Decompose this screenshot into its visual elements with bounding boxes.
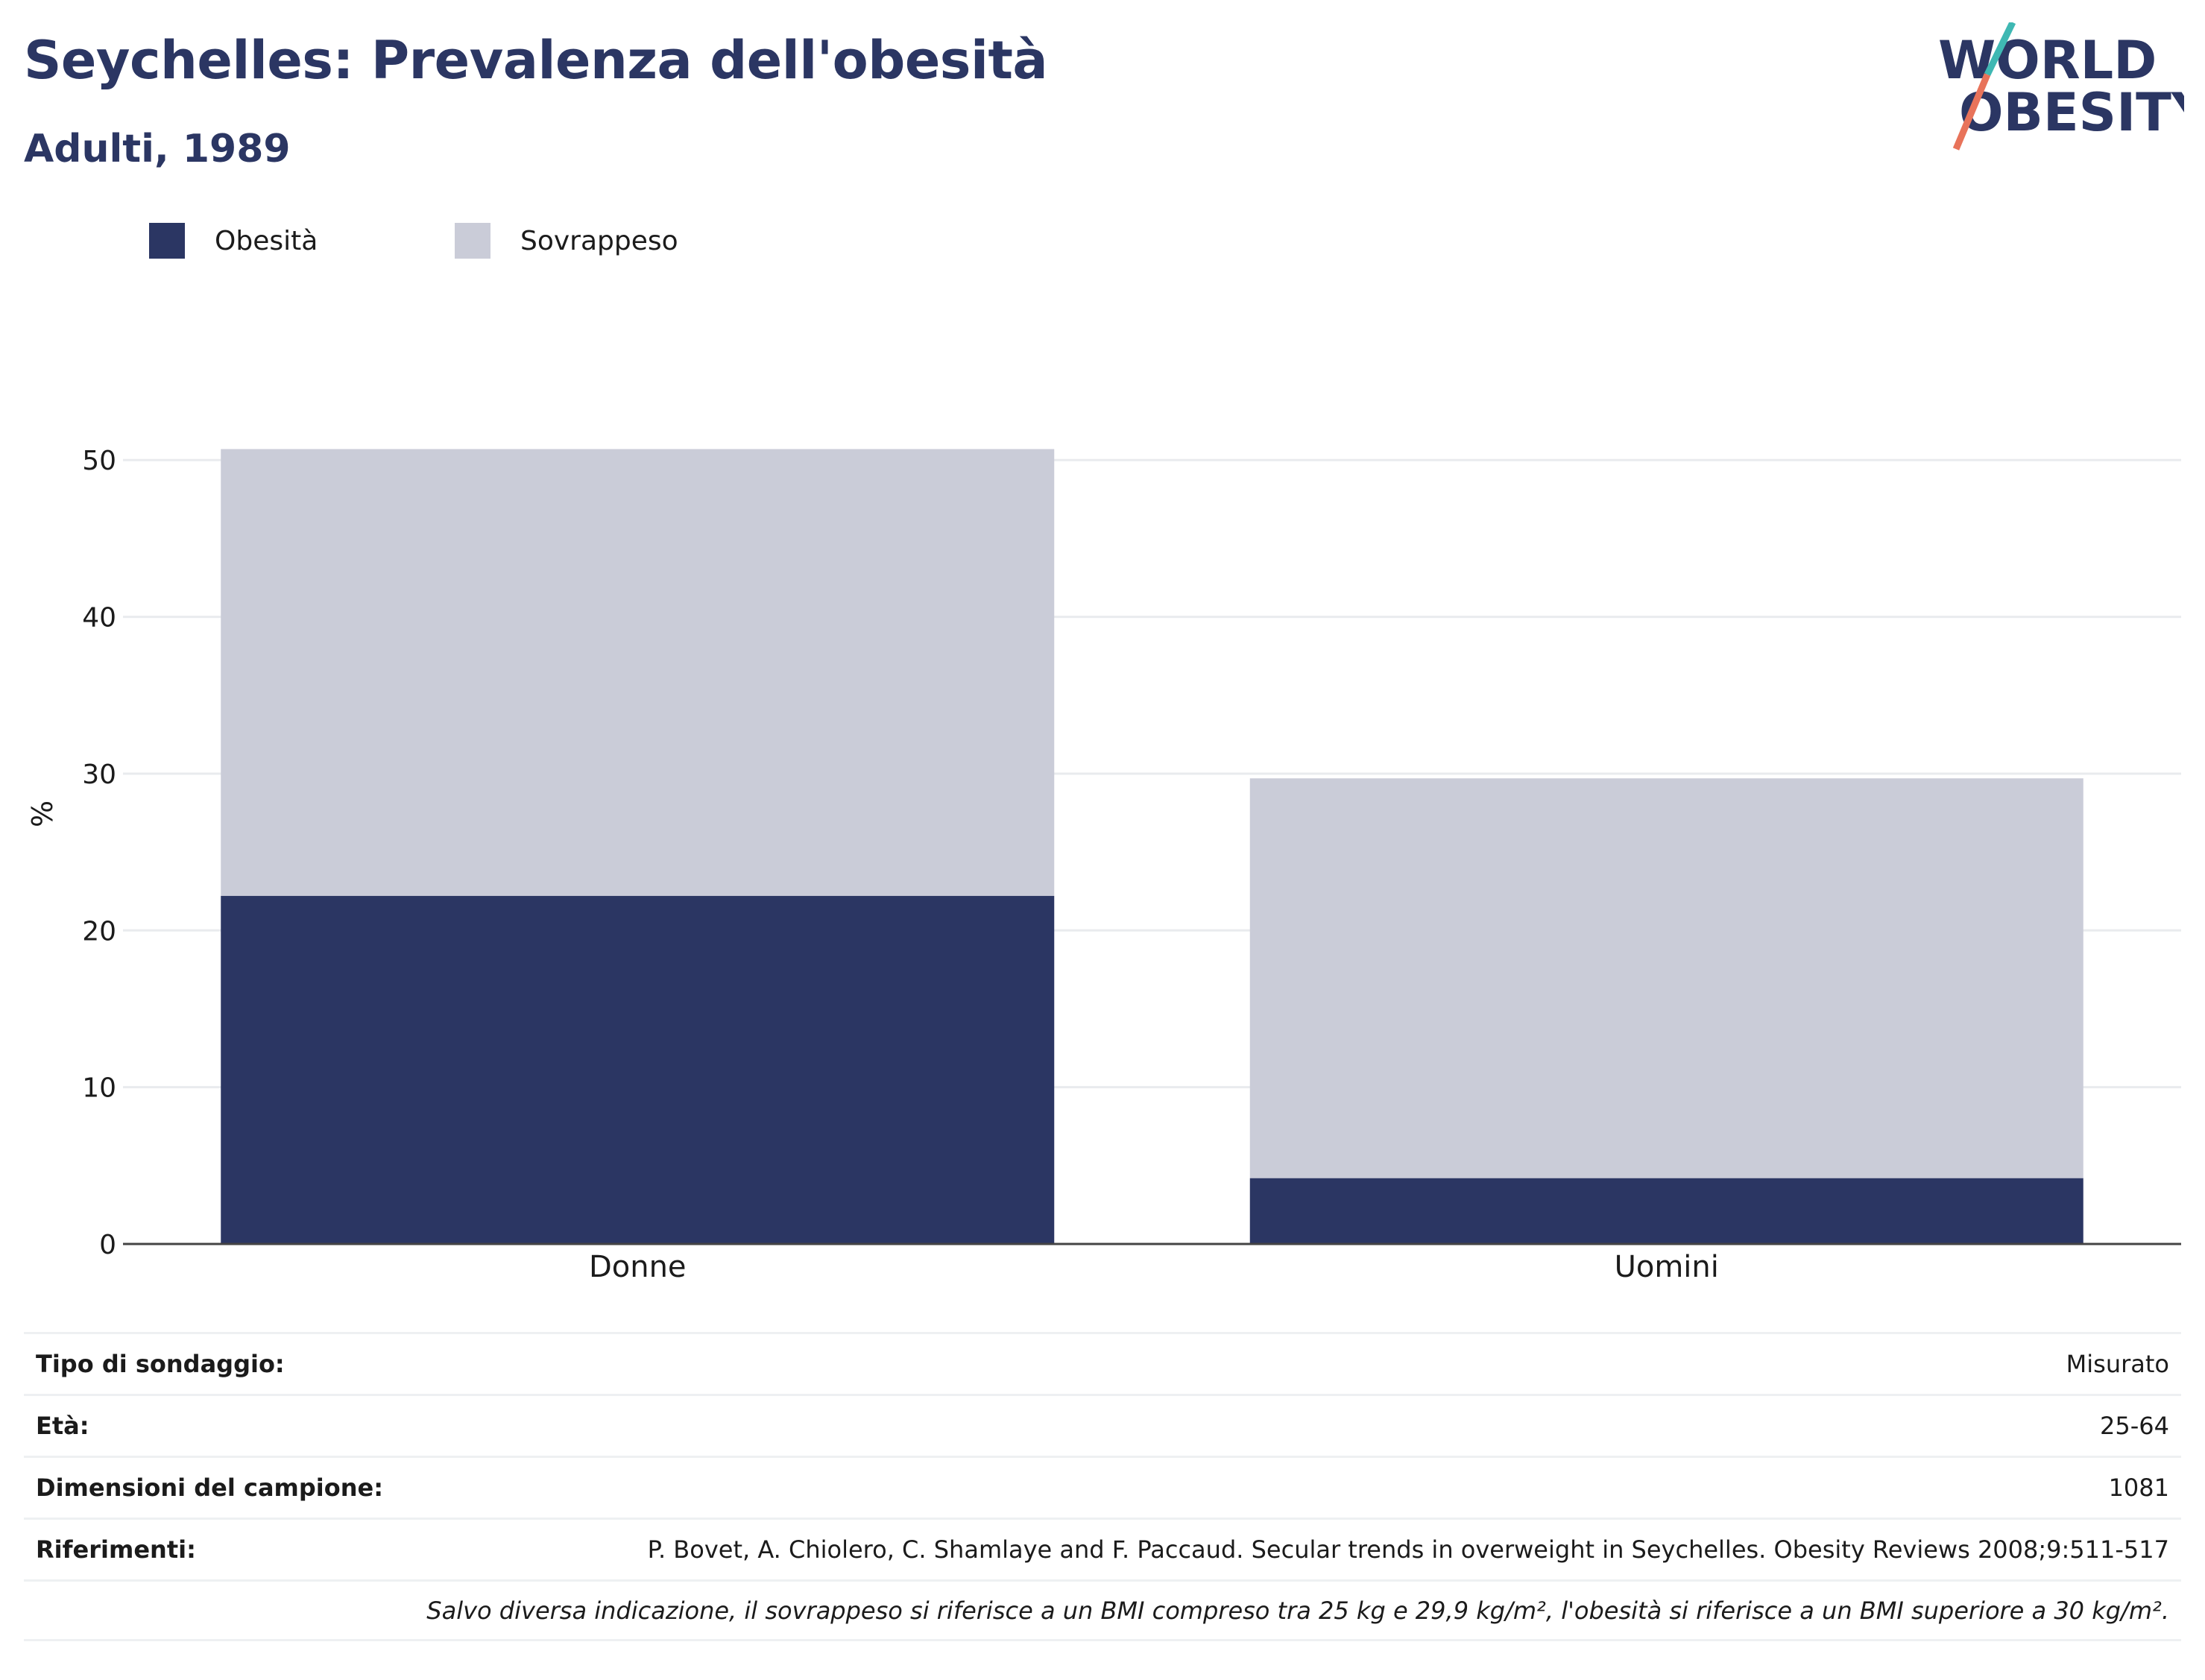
legend-swatch-overweight: [455, 223, 490, 259]
y-axis-label: %: [26, 800, 59, 827]
info-value: 25-64: [2100, 1412, 2169, 1440]
legend-label-overweight: Sovrappeso: [520, 225, 678, 256]
y-tick-label: 10: [82, 1073, 116, 1104]
y-axis: 0 10 20 30 40 50: [82, 446, 116, 1260]
bar-obesity-donne[interactable]: [221, 896, 1055, 1244]
bar-overweight-uomini[interactable]: [1249, 778, 2083, 1178]
y-tick-label: 50: [82, 446, 116, 476]
info-value: 1081: [2108, 1474, 2169, 1502]
chart-title: Seychelles: Prevalenza dell'obesità: [24, 30, 1048, 91]
y-tick-label: 40: [82, 603, 116, 634]
info-key: Età:: [36, 1412, 89, 1440]
logo-slash-top: [1984, 22, 2016, 76]
info-key: Dimensioni del campione:: [36, 1474, 384, 1502]
logo-word-obesity: OBESITY: [1959, 82, 2184, 143]
info-row: Riferimenti: P. Bovet, A. Chiolero, C. Sh…: [24, 1518, 2181, 1579]
x-tick-label: Donne: [589, 1250, 687, 1284]
logo-slash-bottom: [1952, 73, 1991, 151]
y-tick-label: 30: [82, 760, 116, 790]
y-tick-label: 0: [99, 1230, 116, 1260]
info-key: Tipo di sondaggio:: [36, 1350, 285, 1378]
bar-obesity-uomini[interactable]: [1249, 1178, 2083, 1244]
info-key: Riferimenti:: [36, 1535, 196, 1564]
legend-item-obesity[interactable]: Obesità: [149, 221, 318, 261]
world-obesity-logo: WORLD OBESITY: [1938, 22, 2184, 151]
info-table: Tipo di sondaggio: Misurato Età: 25-64 Dimen…: [24, 1332, 2181, 1641]
info-row: Dimensioni del campione: 1081: [24, 1456, 2181, 1518]
info-value: P. Bovet, A. Chiolero, C. Shamlaye and F…: [647, 1535, 2169, 1564]
x-axis: Donne Uomini: [123, 1242, 2181, 1284]
info-row: Tipo di sondaggio: Misurato: [24, 1332, 2181, 1394]
logo-word-world: WORLD: [1938, 30, 2157, 91]
bar-overweight-donne[interactable]: [221, 449, 1055, 897]
bar-chart: 0 10 20 30 40 50 Donne Uomini %: [26, 446, 2181, 1284]
legend-item-overweight[interactable]: Sovrappeso: [455, 221, 678, 261]
bars: [221, 449, 2083, 1244]
legend-swatch-obesity: [149, 223, 185, 259]
info-value: Misurato: [2066, 1350, 2169, 1378]
info-row: Età: 25-64: [24, 1394, 2181, 1456]
legend-label-obesity: Obesità: [215, 225, 318, 256]
y-tick-label: 20: [82, 916, 116, 947]
info-note-row: Salvo diversa indicazione, il sovrappeso…: [24, 1579, 2181, 1641]
definition-note: Salvo diversa indicazione, il sovrappeso…: [426, 1596, 2169, 1625]
chart-subtitle: Adulti, 1989: [24, 127, 291, 171]
x-tick-label: Uomini: [1615, 1250, 1719, 1284]
